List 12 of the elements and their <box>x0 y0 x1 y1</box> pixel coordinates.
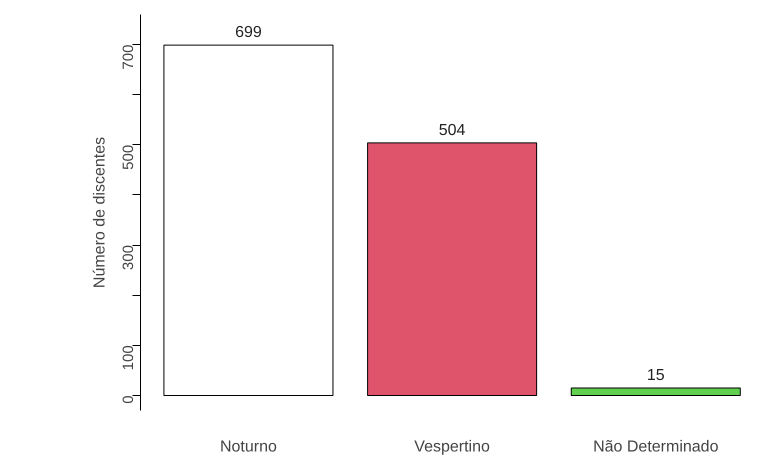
x-tick-label: Noturno <box>220 438 278 456</box>
data-label: 15 <box>646 366 665 384</box>
y-tick-label: 500 <box>120 144 137 170</box>
y-tick-label: 300 <box>120 245 137 270</box>
data-label: 699 <box>235 24 262 42</box>
y-tick-label: 0 <box>120 395 137 404</box>
y-tick-label: 100 <box>120 345 137 370</box>
data-label: 504 <box>438 122 466 139</box>
x-tick-label: Não Determinado <box>593 438 719 456</box>
y-tick-label: 700 <box>120 44 137 70</box>
x-tick-label: Vespertino <box>414 438 490 456</box>
y-axis-title: Número de discentes <box>92 136 108 288</box>
